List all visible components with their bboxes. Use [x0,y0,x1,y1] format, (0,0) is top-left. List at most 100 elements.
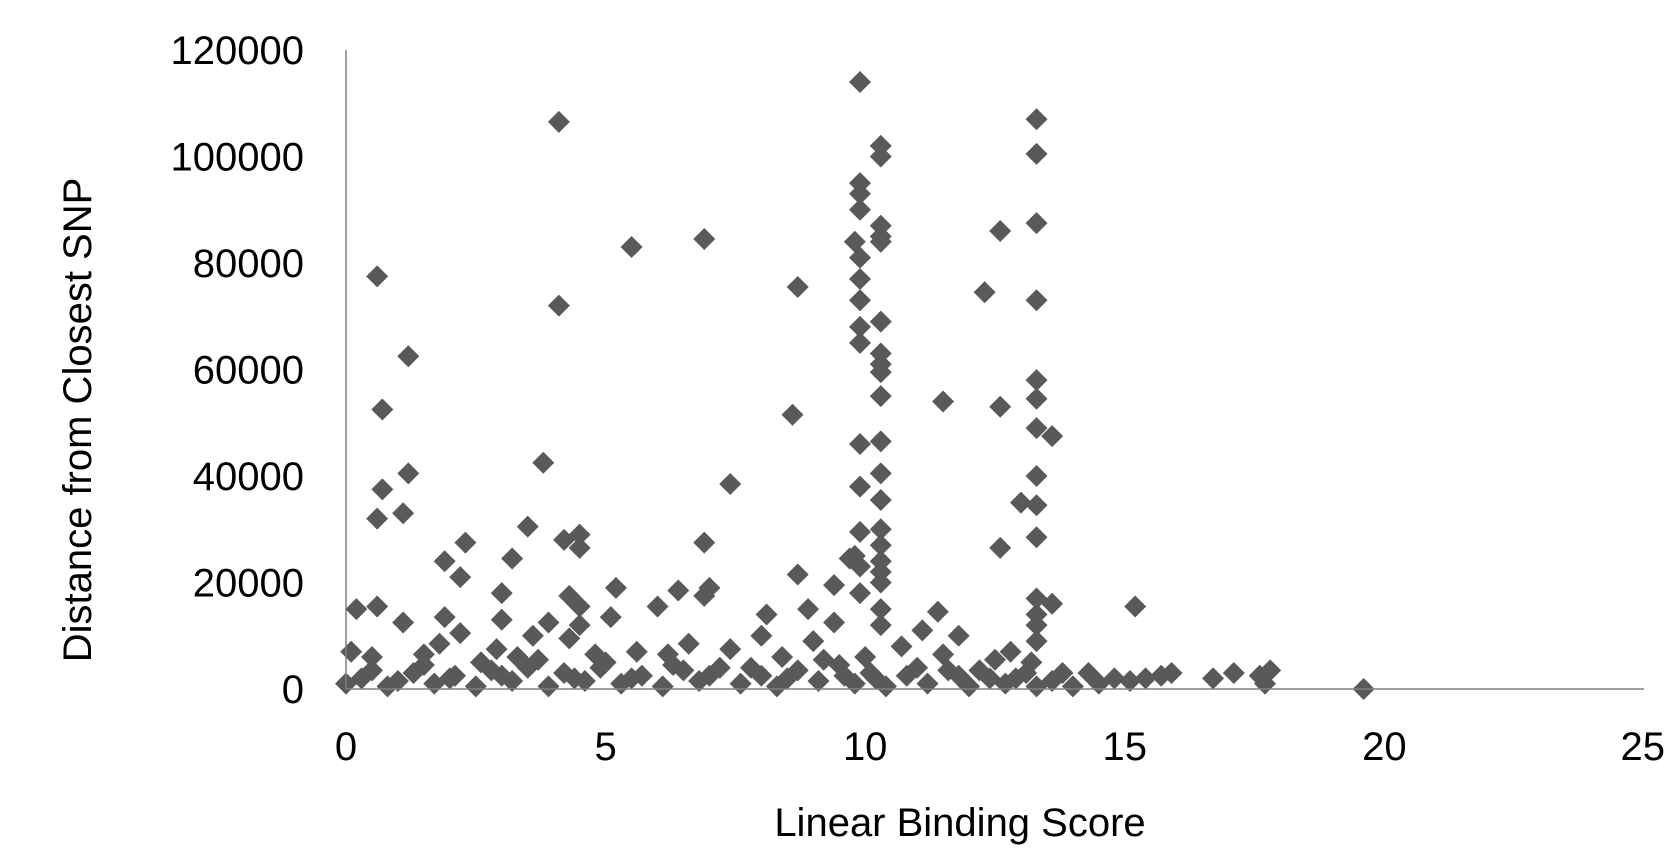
data-point [869,310,892,333]
y-tick-label: 120000 [171,29,304,73]
data-point [849,182,872,205]
data-point [553,528,576,551]
data-point [854,646,877,669]
data-point [849,267,872,290]
data-point [932,390,955,413]
data-point [869,361,892,384]
data-point [428,632,451,655]
data-point [869,462,892,485]
data-point [568,614,591,637]
data-point [849,555,872,578]
data-point [1124,595,1147,618]
data-point [366,595,389,618]
data-point [823,574,846,597]
data-point [1025,212,1048,235]
data-point [849,315,872,338]
data-point [890,635,913,658]
data-point [433,550,456,573]
data-point [527,648,550,671]
data-point [802,630,825,653]
data-point [537,675,560,698]
data-point [989,536,1012,559]
x-tick-label: 0 [335,725,357,769]
x-tick-label: 15 [1103,725,1148,769]
data-point [490,608,513,631]
data-point [651,675,674,698]
data-point [849,331,872,354]
y-tick-label: 80000 [193,242,304,286]
data-point [869,598,892,621]
data-point [1025,142,1048,165]
data-point [973,281,996,304]
data-point [449,566,472,589]
data-point [968,659,991,682]
data-point [989,395,1012,418]
data-point [1004,667,1027,690]
data-point [464,675,487,698]
data-point [1020,651,1043,674]
data-point [906,656,929,679]
data-point [625,640,648,663]
data-point [869,534,892,557]
data-point [490,582,513,605]
data-point [485,638,508,661]
data-point [812,648,835,671]
data-point [360,646,383,669]
data-point [698,664,721,687]
y-tick-label: 0 [282,668,304,712]
data-point [869,571,892,594]
data-point [558,627,581,650]
data-point [807,670,830,693]
data-point [693,531,716,554]
data-point [438,667,461,690]
data-point [366,507,389,530]
data-point [1134,667,1157,690]
data-point [849,475,872,498]
data-point [989,220,1012,243]
x-tick-labels: 0 5 10 15 20 25 [335,725,1665,769]
data-point [1025,417,1048,440]
data-point [869,230,892,253]
data-point [521,624,544,647]
data-point [719,472,742,495]
data-point [776,667,799,690]
data-point [433,606,456,629]
data-point [646,595,669,618]
x-axis-title: Linear Binding Score [774,801,1145,845]
data-point [490,664,513,687]
data-point [397,462,420,485]
data-point [412,654,435,677]
data-point [869,518,892,541]
data-point [1025,465,1048,487]
data-point [911,619,934,642]
y-tick-label: 100000 [171,136,304,180]
data-point [849,289,872,312]
data-point [869,145,892,168]
data-point [397,345,420,368]
data-point [786,563,809,586]
data-point [371,398,394,421]
data-point [849,582,872,605]
data-point [667,579,690,602]
data-point [662,654,685,677]
data-point [1025,630,1048,653]
x-tick-label: 20 [1362,725,1407,769]
data-point [1222,662,1245,685]
x-tick-label: 10 [843,725,888,769]
data-point [620,236,643,259]
data-point [547,110,570,133]
data-point [345,598,368,621]
data-point [947,624,970,647]
data-point [984,648,1006,671]
data-point [604,576,627,599]
data-point [947,664,970,687]
data-point [677,632,700,655]
data-point [537,611,560,634]
data-point [1118,670,1141,693]
points-layer [335,70,1375,700]
data-point [1025,387,1048,410]
data-point [719,638,742,661]
data-point [1041,425,1064,448]
x-tick-label: 5 [594,725,616,769]
